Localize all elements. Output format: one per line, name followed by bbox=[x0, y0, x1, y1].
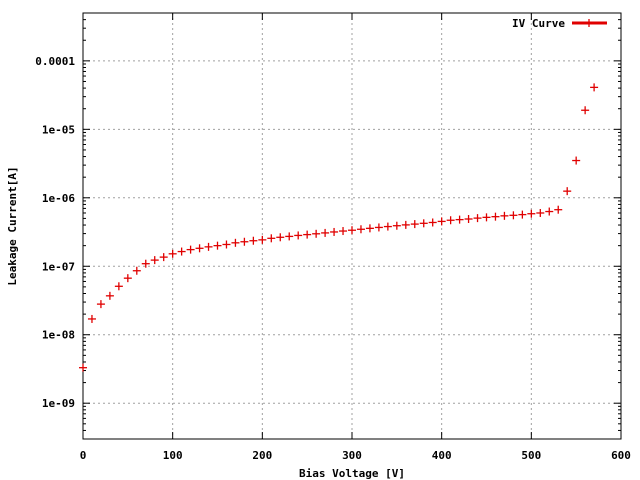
data-point bbox=[356, 225, 365, 234]
x-tick-label: 200 bbox=[252, 449, 272, 462]
data-point bbox=[321, 228, 330, 237]
data-point bbox=[365, 224, 374, 233]
data-point bbox=[312, 229, 321, 238]
data-point bbox=[123, 274, 132, 283]
data-point bbox=[105, 291, 114, 300]
legend: IV Curve bbox=[512, 17, 607, 30]
data-point bbox=[572, 156, 581, 165]
data-point bbox=[87, 314, 96, 323]
data-point bbox=[348, 226, 356, 235]
data-point bbox=[482, 213, 491, 222]
data-point bbox=[231, 238, 240, 247]
data-point bbox=[536, 208, 545, 217]
data-point bbox=[419, 219, 428, 228]
data-point bbox=[491, 212, 500, 221]
data-point bbox=[222, 240, 231, 249]
data-point bbox=[428, 218, 437, 227]
data-point bbox=[267, 234, 276, 243]
data-point bbox=[213, 241, 222, 250]
data-point bbox=[590, 83, 599, 92]
data-point bbox=[285, 232, 294, 241]
data-point bbox=[186, 245, 195, 254]
data-point bbox=[168, 249, 177, 258]
data-point bbox=[204, 242, 213, 251]
data-point bbox=[141, 259, 150, 268]
x-tick-label: 500 bbox=[521, 449, 541, 462]
y-tick-label: 1e-08 bbox=[42, 329, 75, 342]
data-point bbox=[150, 256, 159, 265]
data-point bbox=[473, 214, 482, 223]
data-point bbox=[374, 223, 383, 232]
y-tick-label: 1e-07 bbox=[42, 260, 75, 273]
y-tick-label: 0.0001 bbox=[35, 55, 75, 68]
data-points bbox=[79, 83, 599, 372]
data-point bbox=[545, 207, 554, 216]
data-point bbox=[96, 300, 105, 309]
y-axis-label: Leakage Current[A] bbox=[6, 166, 19, 285]
data-point bbox=[195, 244, 204, 253]
data-point bbox=[581, 106, 590, 115]
data-point bbox=[159, 253, 168, 262]
grid-lines bbox=[83, 13, 621, 439]
x-axis-label: Bias Voltage [V] bbox=[299, 467, 405, 480]
data-point bbox=[240, 237, 249, 246]
data-point bbox=[249, 236, 258, 245]
data-point bbox=[258, 235, 267, 244]
y-tick-label: 1e-09 bbox=[42, 397, 75, 410]
x-tick-label: 100 bbox=[163, 449, 183, 462]
plot-area-frame bbox=[82, 12, 622, 440]
data-point bbox=[303, 230, 312, 239]
data-point bbox=[276, 233, 285, 242]
legend-label: IV Curve bbox=[512, 17, 565, 30]
data-point bbox=[509, 211, 518, 220]
data-point bbox=[464, 215, 473, 224]
data-point bbox=[410, 220, 419, 229]
y-tick-label: 1e-06 bbox=[42, 192, 75, 205]
data-point bbox=[455, 215, 464, 224]
data-point bbox=[446, 216, 455, 225]
y-axis-tick-labels: 1e-09 1e-08 1e-07 1e-06 1e-05 0.0001 bbox=[35, 55, 75, 410]
data-point bbox=[500, 211, 509, 220]
data-point bbox=[392, 221, 401, 230]
x-tick-label: 600 bbox=[611, 449, 631, 462]
data-point bbox=[132, 266, 141, 275]
x-axis-tick-labels: 0 100 200 300 400 500 600 bbox=[80, 449, 631, 462]
data-point bbox=[294, 231, 303, 240]
x-tick-label: 0 bbox=[80, 449, 87, 462]
data-point bbox=[563, 187, 572, 196]
data-point bbox=[527, 209, 536, 218]
data-point bbox=[518, 210, 527, 219]
data-point bbox=[437, 217, 446, 226]
data-point bbox=[79, 363, 87, 372]
y-tick-label: 1e-05 bbox=[42, 123, 75, 136]
legend-marker bbox=[585, 19, 593, 27]
data-point bbox=[383, 222, 392, 231]
axis-ticks bbox=[82, 13, 622, 439]
data-point bbox=[114, 282, 123, 291]
data-point bbox=[330, 227, 339, 236]
data-point bbox=[554, 205, 563, 214]
x-tick-label: 300 bbox=[342, 449, 362, 462]
data-point bbox=[339, 227, 348, 236]
data-point bbox=[401, 220, 410, 229]
x-tick-label: 400 bbox=[432, 449, 452, 462]
data-point bbox=[177, 247, 186, 256]
